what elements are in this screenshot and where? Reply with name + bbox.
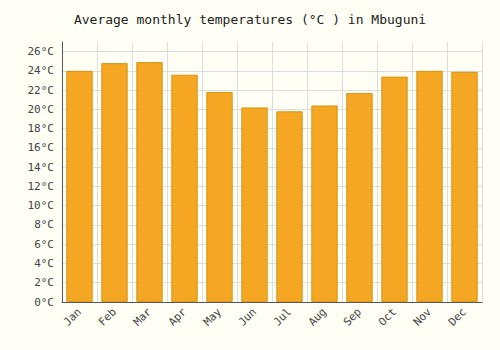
svg-text:12°C: 12°C bbox=[28, 180, 55, 193]
svg-text:Jan: Jan bbox=[61, 305, 84, 328]
svg-text:20°C: 20°C bbox=[28, 103, 55, 116]
svg-text:Dec: Dec bbox=[446, 305, 469, 328]
svg-text:16°C: 16°C bbox=[28, 141, 55, 154]
svg-text:18°C: 18°C bbox=[28, 122, 55, 135]
svg-text:2°C: 2°C bbox=[34, 276, 54, 289]
svg-text:Oct: Oct bbox=[376, 305, 399, 328]
svg-text:Feb: Feb bbox=[96, 305, 119, 328]
svg-text:Mar: Mar bbox=[131, 305, 154, 328]
svg-text:4°C: 4°C bbox=[34, 257, 54, 270]
svg-text:24°C: 24°C bbox=[28, 64, 55, 77]
svg-text:Nov: Nov bbox=[411, 305, 434, 328]
svg-text:6°C: 6°C bbox=[34, 238, 54, 251]
svg-text:Jul: Jul bbox=[271, 305, 294, 328]
svg-text:14°C: 14°C bbox=[28, 161, 55, 174]
svg-text:Sep: Sep bbox=[341, 305, 364, 328]
svg-text:Apr: Apr bbox=[166, 305, 189, 328]
svg-text:10°C: 10°C bbox=[28, 199, 55, 212]
svg-text:Jun: Jun bbox=[236, 305, 259, 328]
svg-text:22°C: 22°C bbox=[28, 84, 55, 97]
svg-text:May: May bbox=[201, 305, 224, 328]
svg-text:8°C: 8°C bbox=[34, 218, 54, 231]
svg-text:26°C: 26°C bbox=[28, 45, 55, 58]
svg-text:0°C: 0°C bbox=[34, 296, 54, 309]
svg-text:Average monthly temperatures (: Average monthly temperatures (°C ) in Mb… bbox=[74, 12, 426, 27]
svg-text:Aug: Aug bbox=[306, 305, 329, 328]
